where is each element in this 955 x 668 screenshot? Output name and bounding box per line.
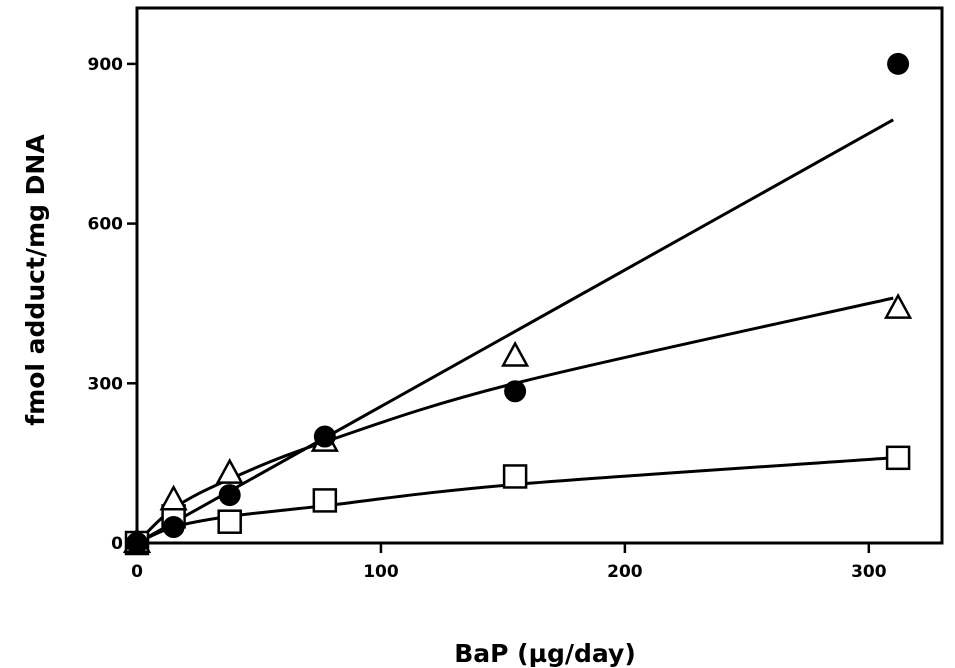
x-tick-label: 300: [851, 562, 887, 582]
data-point-filled-circle: [126, 532, 148, 554]
data-point-open-triangle: [883, 292, 913, 319]
data-point-open-square: [885, 445, 911, 471]
data-point-open-square: [217, 509, 242, 534]
data-point-filled-circle: [313, 425, 336, 448]
data-point-open-square: [312, 488, 338, 513]
x-axis-title: BaP (µg/day): [454, 639, 636, 668]
data-point-open-square: [502, 464, 528, 489]
y-tick-label: 900: [88, 55, 124, 75]
data-point-open-triangle: [159, 484, 188, 511]
axes: 0 100 200 300 0 300 600 900: [88, 6, 944, 582]
fit-line-open-triangle: [135, 296, 894, 545]
y-tick-label: 300: [88, 374, 124, 394]
data-point-open-triangle: [501, 340, 530, 367]
plot-frame: [135, 6, 944, 545]
data-point-filled-circle: [162, 516, 185, 539]
data-point-filled-circle: [887, 52, 910, 75]
data-point-open-triangle: [215, 457, 244, 484]
data-point-filled-circle: [504, 380, 527, 403]
y-axis-title: fmol adduct/mg DNA: [21, 134, 50, 426]
data-point-filled-circle: [218, 484, 241, 507]
y-tick-label: 600: [88, 215, 124, 235]
x-tick-label: 0: [131, 562, 143, 582]
data-points: [122, 52, 913, 556]
fit-line-filled-circle: [136, 118, 894, 545]
y-tick-label: 0: [111, 534, 123, 554]
x-tick-label: 200: [607, 562, 643, 582]
x-tick-label: 100: [363, 562, 399, 582]
